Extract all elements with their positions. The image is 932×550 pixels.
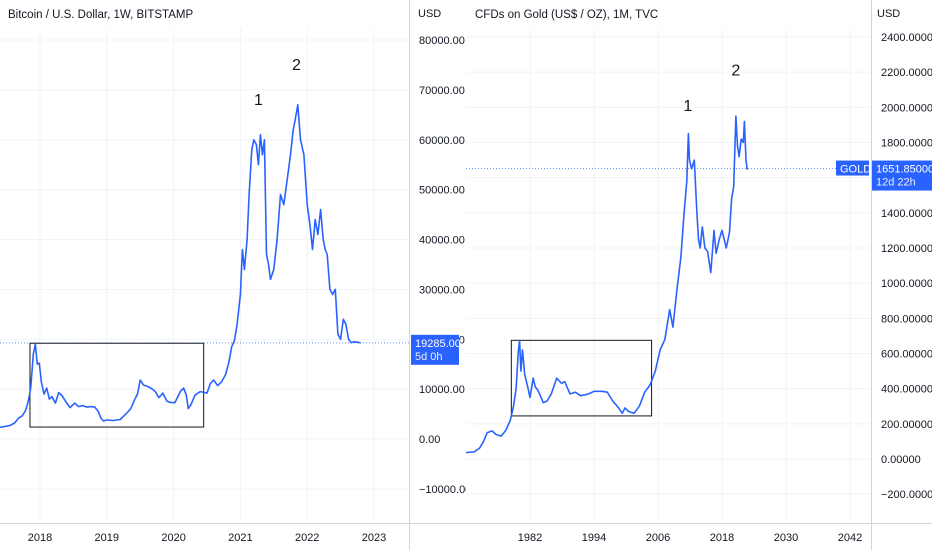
y-tick-label: 30000.00 xyxy=(419,284,465,296)
y-tick-label: 10000.00 xyxy=(419,384,465,396)
y-tick-label: 1800.00000 xyxy=(881,138,932,150)
y-tick-label: 600.00000 xyxy=(881,349,932,361)
x-tick-label: 2018 xyxy=(710,532,734,544)
y-tick-label: 400.00000 xyxy=(881,384,932,396)
grid-btc xyxy=(0,28,409,523)
x-tick-label: 2042 xyxy=(838,532,862,544)
x-tick-label: 1982 xyxy=(518,532,542,544)
y-tick-label: 1000.00000 xyxy=(881,278,932,290)
x-tick-label: 2018 xyxy=(28,532,52,544)
price-series-line xyxy=(466,115,749,454)
peak-annotation-2: 2 xyxy=(731,63,740,80)
y-tick-label: 1200.00000 xyxy=(881,243,932,255)
x-tick-label: 2022 xyxy=(295,532,319,544)
consolidation-box xyxy=(29,342,205,428)
bitcoin-price-chart[interactable]: −10000.000.0010000.0020000.0030000.00400… xyxy=(0,0,466,550)
gold-price-chart[interactable]: −200.00000 0.00000 200.00000 400.00000 600.0… xyxy=(466,0,932,550)
consolidation-box xyxy=(510,339,653,417)
y-tick-label: 2200.00000 xyxy=(881,67,932,79)
price-tag-box xyxy=(872,160,932,191)
x-tick-label: 2021 xyxy=(228,532,252,544)
y-tick-label: −10000.00 xyxy=(419,484,466,496)
price-series-line xyxy=(0,104,361,429)
x-tick-label: 2030 xyxy=(774,532,798,544)
grid-gold xyxy=(466,28,871,523)
y-tick-label: 200.00000 xyxy=(881,419,932,431)
y-tick-label: 2000.00000 xyxy=(881,102,932,114)
unit-label-btc: USD xyxy=(418,8,442,20)
y-tick-label: 50000.00 xyxy=(419,185,465,197)
y-tick-label: 70000.00 xyxy=(419,85,465,97)
price-tag-box xyxy=(411,334,459,365)
peak-annotation-1: 1 xyxy=(254,92,263,109)
y-tick-label: 0.00000 xyxy=(881,454,921,466)
y-tick-label: 80000.00 xyxy=(419,35,465,47)
chart-title-gold: CFDs on Gold (US$ / OZ), 1M, TVC xyxy=(475,9,659,21)
y-tick-label: −200.00000 xyxy=(881,489,932,501)
price-tag-countdown: 5d 0h xyxy=(415,351,443,363)
y-tick-label: 1400.00000 xyxy=(881,208,932,220)
symbol-tag-box xyxy=(836,160,869,176)
chart-title-btc: Bitcoin / U.S. Dollar, 1W, BITSTAMP xyxy=(8,9,194,21)
y-tick-label: 40000.00 xyxy=(419,235,465,247)
peak-annotation-2: 2 xyxy=(292,57,301,74)
x-tick-label: 2006 xyxy=(646,532,670,544)
y-tick-label: 800.00000 xyxy=(881,313,932,325)
y-tick-label: 0.00 xyxy=(419,434,440,446)
y-tick-label: 2400.00000 xyxy=(881,32,932,44)
price-tag-value: 1651.85000 xyxy=(876,164,932,176)
peak-annotation-1: 1 xyxy=(683,98,692,115)
x-tick-label: 1994 xyxy=(582,532,606,544)
y-tick-label: 60000.00 xyxy=(419,135,465,147)
x-tick-label: 2019 xyxy=(95,532,119,544)
unit-label-gold: USD xyxy=(877,8,901,20)
price-tag-countdown: 12d 22h xyxy=(876,177,916,189)
price-tag-value: 19285.00 xyxy=(415,338,461,350)
x-tick-label: 2020 xyxy=(161,532,185,544)
x-tick-label: 2023 xyxy=(362,532,386,544)
symbol-tag-label: GOLD xyxy=(840,164,871,176)
